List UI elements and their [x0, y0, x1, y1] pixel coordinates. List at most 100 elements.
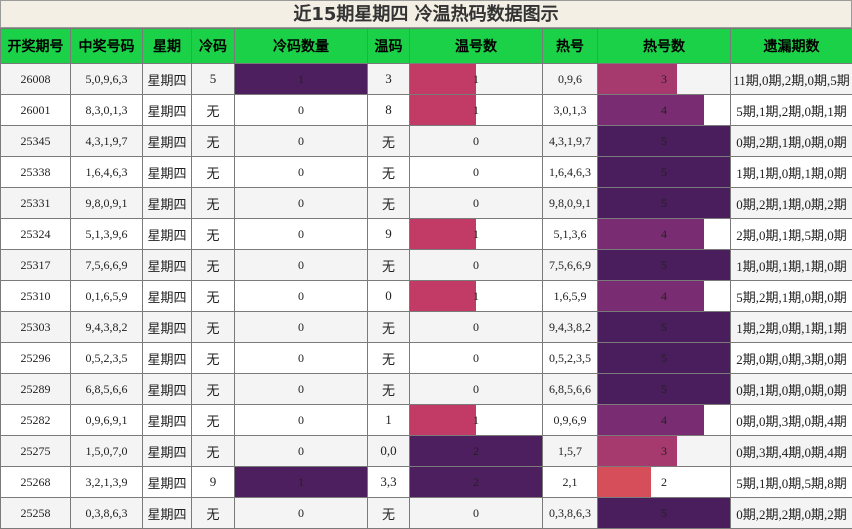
warm-count-bar-value: 0 [473, 258, 479, 272]
header-row: 开奖期号 中奖号码 星期 冷码 冷码数量 温码 温号数 热号 热号数 遗漏期数 [1, 29, 852, 64]
hot-cell: 9,8,0,9,1 [543, 188, 598, 219]
cold-cell: 无 [192, 436, 235, 467]
warm-count-bar-value: 1 [473, 413, 479, 427]
cold-count-bar: 1 [235, 467, 368, 498]
hot-count-bar-fill [598, 281, 704, 311]
cold-cell: 无 [192, 343, 235, 374]
warm-count-bar: 1 [410, 64, 543, 95]
cold-count-bar: 0 [235, 374, 368, 405]
hot-count-bar: 5 [598, 312, 731, 343]
weekday-cell: 星期四 [143, 219, 192, 250]
cold-cell: 9 [192, 467, 235, 498]
header-hot: 热号 [543, 29, 598, 64]
hot-count-bar: 5 [598, 188, 731, 219]
warm-count-bar: 2 [410, 436, 543, 467]
period-cell: 25303 [1, 312, 71, 343]
period-cell: 25310 [1, 281, 71, 312]
weekday-cell: 星期四 [143, 126, 192, 157]
warm-count-bar-value: 0 [473, 165, 479, 179]
numbers-cell: 1,5,0,7,0 [71, 436, 143, 467]
hot-cell: 0,9,6,9 [543, 405, 598, 436]
numbers-cell: 9,8,0,9,1 [71, 188, 143, 219]
hot-count-bar: 5 [598, 126, 731, 157]
omission-cell: 0期,2期,1期,0期,2期 [731, 188, 852, 219]
hot-cell: 3,0,1,3 [543, 95, 598, 126]
hot-cell: 0,5,2,3,5 [543, 343, 598, 374]
hot-count-bar: 5 [598, 374, 731, 405]
omission-cell: 2期,0期,1期,5期,0期 [731, 219, 852, 250]
cold-cell: 无 [192, 95, 235, 126]
cold-count-bar-value: 0 [298, 506, 304, 520]
numbers-cell: 0,3,8,6,3 [71, 498, 143, 529]
hot-count-bar: 3 [598, 64, 731, 95]
warm-count-bar-fill [410, 219, 476, 249]
warm-count-bar: 0 [410, 250, 543, 281]
warm-cell: 0 [368, 281, 410, 312]
weekday-cell: 星期四 [143, 157, 192, 188]
header-period: 开奖期号 [1, 29, 71, 64]
cold-cell: 无 [192, 188, 235, 219]
warm-count-bar-value: 1 [473, 103, 479, 117]
cold-count-bar-value: 0 [298, 227, 304, 241]
period-cell: 26008 [1, 64, 71, 95]
hot-count-bar: 5 [598, 250, 731, 281]
hot-count-bar-value: 4 [661, 413, 667, 427]
hot-cell: 0,3,8,6,3 [543, 498, 598, 529]
numbers-cell: 6,8,5,6,6 [71, 374, 143, 405]
weekday-cell: 星期四 [143, 498, 192, 529]
cold-cell: 无 [192, 312, 235, 343]
period-cell: 25331 [1, 188, 71, 219]
warm-count-bar: 0 [410, 126, 543, 157]
omission-cell: 1期,2期,0期,1期,1期 [731, 312, 852, 343]
numbers-cell: 8,3,0,1,3 [71, 95, 143, 126]
header-cold: 冷码 [192, 29, 235, 64]
cold-count-bar: 0 [235, 157, 368, 188]
cold-count-bar: 0 [235, 281, 368, 312]
warm-cell: 8 [368, 95, 410, 126]
omission-cell: 0期,3期,4期,0期,4期 [731, 436, 852, 467]
warm-count-bar-value: 0 [473, 506, 479, 520]
cold-count-bar: 0 [235, 436, 368, 467]
warm-count-bar-value: 0 [473, 196, 479, 210]
warm-count-bar: 1 [410, 405, 543, 436]
hot-cell: 4,3,1,9,7 [543, 126, 598, 157]
period-cell: 25282 [1, 405, 71, 436]
hot-count-bar: 5 [598, 343, 731, 374]
hot-count-bar: 5 [598, 498, 731, 529]
hot-count-bar-fill [598, 405, 704, 435]
cold-count-bar-value: 0 [298, 196, 304, 210]
period-cell: 25317 [1, 250, 71, 281]
warm-count-bar-fill [410, 95, 476, 125]
omission-cell: 11期,0期,2期,0期,5期 [731, 64, 852, 95]
weekday-cell: 星期四 [143, 95, 192, 126]
cold-count-bar-value: 1 [298, 72, 304, 86]
cold-count-bar: 0 [235, 219, 368, 250]
numbers-cell: 0,1,6,5,9 [71, 281, 143, 312]
cold-cell: 无 [192, 219, 235, 250]
warm-cell: 无 [368, 126, 410, 157]
omission-cell: 5期,1期,0期,5期,8期 [731, 467, 852, 498]
hot-count-bar-value: 3 [661, 72, 667, 86]
header-numbers: 中奖号码 [71, 29, 143, 64]
cold-count-bar-value: 0 [298, 289, 304, 303]
cold-cell: 无 [192, 281, 235, 312]
numbers-cell: 5,1,3,9,6 [71, 219, 143, 250]
hot-count-bar-value: 5 [661, 351, 667, 365]
hot-count-bar-value: 4 [661, 289, 667, 303]
warm-count-bar-value: 2 [473, 475, 479, 489]
weekday-cell: 星期四 [143, 188, 192, 219]
hot-cell: 2,1 [543, 467, 598, 498]
hot-count-bar-value: 3 [661, 444, 667, 458]
omission-cell: 5期,1期,2期,0期,1期 [731, 95, 852, 126]
hot-cell: 5,1,3,6 [543, 219, 598, 250]
hot-count-bar-value: 5 [661, 320, 667, 334]
hot-cell: 9,4,3,8,2 [543, 312, 598, 343]
header-hot-count: 热号数 [598, 29, 731, 64]
period-cell: 25258 [1, 498, 71, 529]
numbers-cell: 7,5,6,6,9 [71, 250, 143, 281]
warm-count-bar-value: 0 [473, 351, 479, 365]
